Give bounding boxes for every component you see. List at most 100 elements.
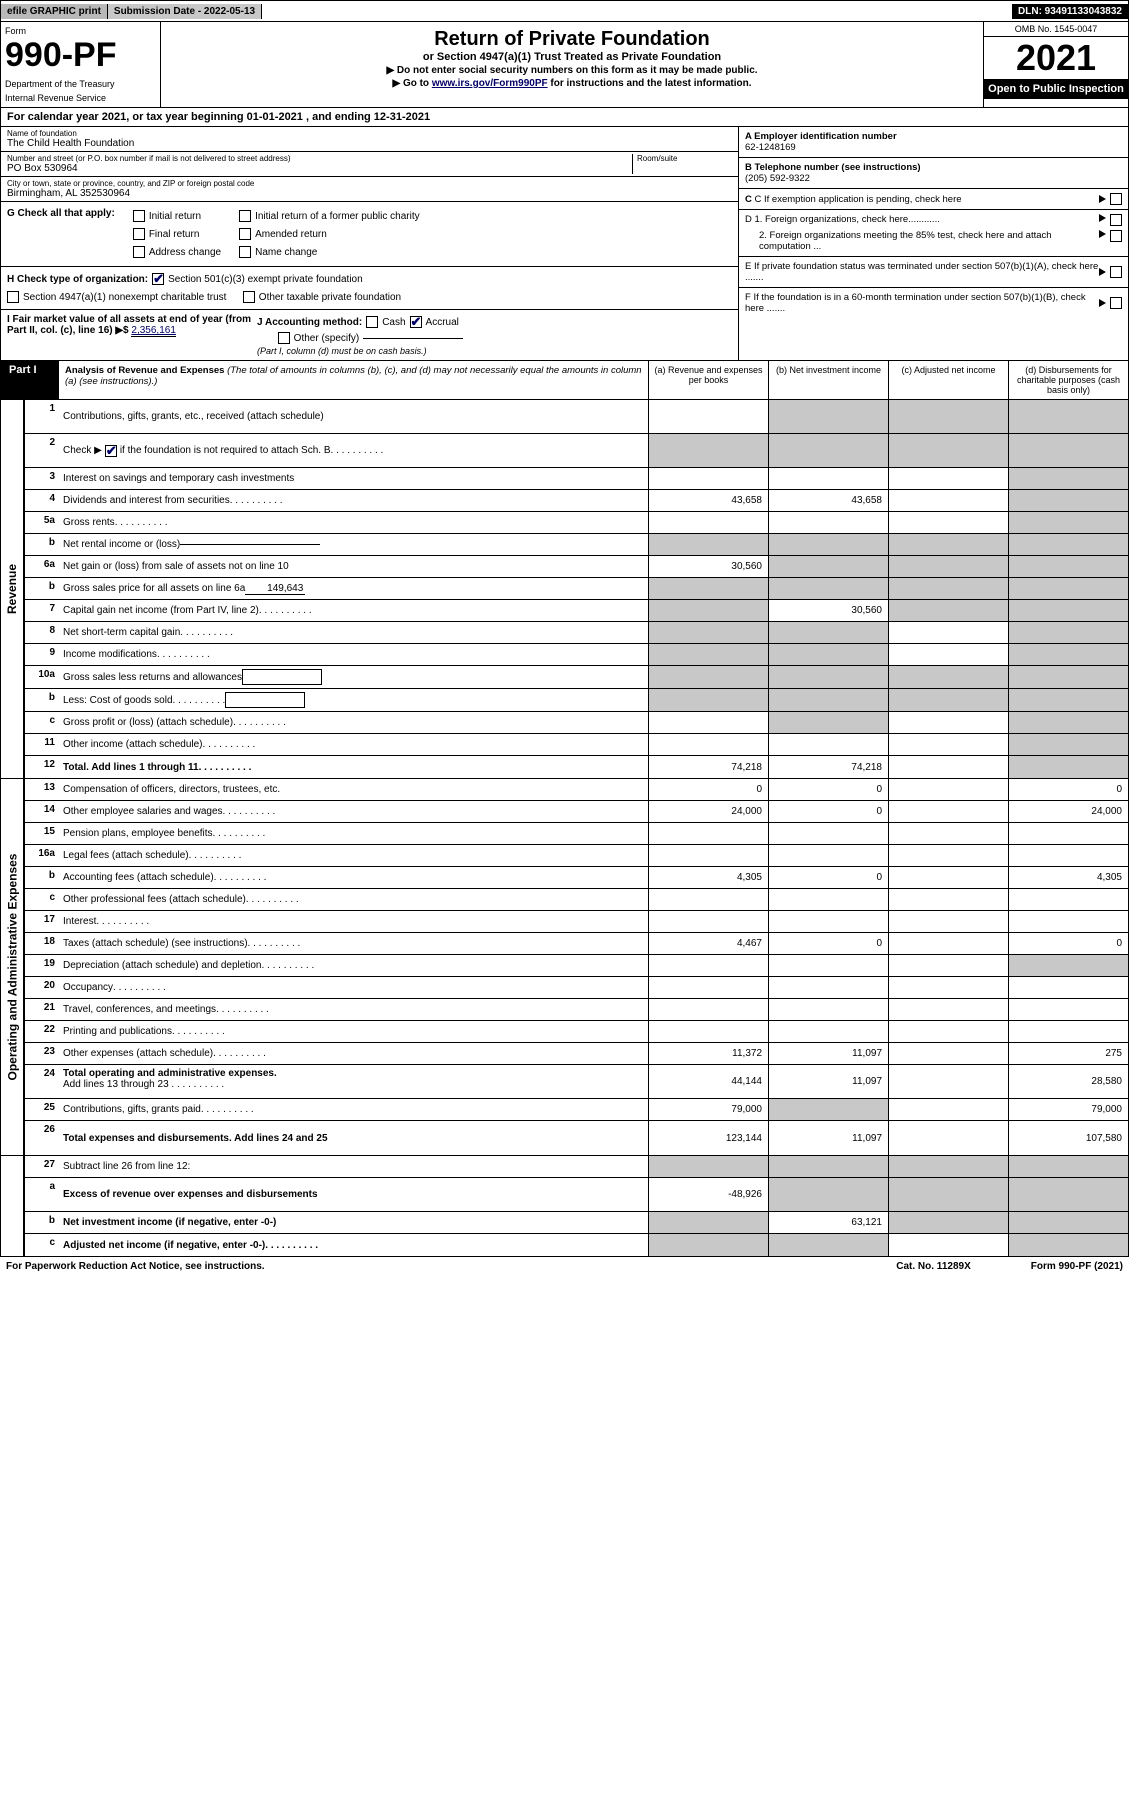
g-label: G Check all that apply: bbox=[7, 208, 115, 260]
g-addr: Address change bbox=[149, 247, 221, 258]
r20-desc: Occupancy bbox=[59, 977, 648, 998]
col-c-header: (c) Adjusted net income bbox=[888, 361, 1008, 399]
e-checkbox[interactable] bbox=[1110, 266, 1122, 278]
col-b-header: (b) Net investment income bbox=[768, 361, 888, 399]
j-cash-checkbox[interactable] bbox=[366, 316, 378, 328]
omb-number: OMB No. 1545-0047 bbox=[984, 22, 1128, 37]
g-amended: Amended return bbox=[255, 229, 327, 240]
r26b-val: 11,097 bbox=[768, 1121, 888, 1155]
r2-checkbox[interactable] bbox=[105, 445, 117, 457]
j-accrual: Accrual bbox=[426, 317, 459, 328]
city-label: City or town, state or province, country… bbox=[7, 179, 732, 188]
section-h: H Check type of organization: Section 50… bbox=[1, 267, 738, 310]
r24a-val: 44,144 bbox=[648, 1065, 768, 1098]
r23a-val: 11,372 bbox=[648, 1043, 768, 1064]
j-other-checkbox[interactable] bbox=[278, 332, 290, 344]
r6a-desc: Net gain or (loss) from sale of assets n… bbox=[59, 556, 648, 577]
r27-desc: Subtract line 26 from line 12: bbox=[59, 1156, 648, 1177]
i-label: I Fair market value of all assets at end… bbox=[7, 314, 251, 336]
box-a: A Employer identification number 62-1248… bbox=[739, 127, 1128, 158]
j-label: J Accounting method: bbox=[257, 317, 362, 328]
r23b-val: 11,097 bbox=[768, 1043, 888, 1064]
g-initial: Initial return bbox=[149, 211, 201, 222]
r25a-val: 79,000 bbox=[648, 1099, 768, 1120]
r6b-val: 149,643 bbox=[245, 583, 305, 595]
footer-left: For Paperwork Reduction Act Notice, see … bbox=[6, 1261, 896, 1272]
h-other: Other taxable private foundation bbox=[259, 292, 401, 303]
r10b-desc: Less: Cost of goods sold bbox=[59, 689, 648, 711]
info-left: Name of foundation The Child Health Foun… bbox=[1, 127, 738, 360]
r18b-val: 0 bbox=[768, 933, 888, 954]
r27c-desc: Adjusted net income (if negative, enter … bbox=[59, 1234, 648, 1256]
footer: For Paperwork Reduction Act Notice, see … bbox=[0, 1257, 1129, 1276]
d2-checkbox[interactable] bbox=[1110, 230, 1122, 242]
h-other-checkbox[interactable] bbox=[243, 291, 255, 303]
r4a-val: 43,658 bbox=[648, 490, 768, 511]
g-final-checkbox[interactable] bbox=[133, 228, 145, 240]
h-501c3-checkbox[interactable] bbox=[152, 273, 164, 285]
g-initial-checkbox[interactable] bbox=[133, 210, 145, 222]
instr-line-2: ▶ Go to www.irs.gov/Form990PF for instru… bbox=[167, 78, 977, 89]
r18-desc: Taxes (attach schedule) (see instruction… bbox=[59, 933, 648, 954]
r13d-val: 0 bbox=[1008, 779, 1128, 800]
g-former-checkbox[interactable] bbox=[239, 210, 251, 222]
blank-side bbox=[1, 1156, 25, 1256]
r13-desc: Compensation of officers, directors, tru… bbox=[59, 779, 648, 800]
d2-triangle-icon bbox=[1099, 230, 1106, 238]
r10c-desc: Gross profit or (loss) (attach schedule) bbox=[59, 712, 648, 733]
dept-treasury: Department of the Treasury bbox=[5, 79, 156, 89]
r7b-val: 30,560 bbox=[768, 600, 888, 621]
footer-right: Form 990-PF (2021) bbox=[1031, 1261, 1123, 1272]
instr-link[interactable]: www.irs.gov/Form990PF bbox=[432, 78, 548, 89]
form-subtitle: or Section 4947(a)(1) Trust Treated as P… bbox=[167, 51, 977, 63]
r24-desc: Total operating and administrative expen… bbox=[59, 1065, 648, 1098]
r27b-desc: Net investment income (if negative, ente… bbox=[59, 1212, 648, 1233]
g-former: Initial return of a former public charit… bbox=[255, 211, 420, 222]
city-cell: City or town, state or province, country… bbox=[1, 177, 738, 202]
expenses-section: Operating and Administrative Expenses 13… bbox=[0, 779, 1129, 1156]
box-b: B Telephone number (see instructions) (2… bbox=[739, 158, 1128, 189]
box-d: D 1. Foreign organizations, check here..… bbox=[739, 210, 1128, 257]
g-amended-checkbox[interactable] bbox=[239, 228, 251, 240]
g-addr-checkbox[interactable] bbox=[133, 246, 145, 258]
section-ij: I Fair market value of all assets at end… bbox=[1, 310, 738, 360]
part1-header-row: Part I Analysis of Revenue and Expenses … bbox=[0, 361, 1129, 400]
top-bar: efile GRAPHIC print Submission Date - 20… bbox=[0, 0, 1129, 22]
instr2-pre: ▶ Go to bbox=[392, 78, 431, 89]
form-label: Form bbox=[5, 26, 156, 36]
r8-desc: Net short-term capital gain bbox=[59, 622, 648, 643]
r5b-desc: Net rental income or (loss) bbox=[59, 534, 648, 555]
revenue-side-label: Revenue bbox=[1, 400, 25, 778]
r19-desc: Depreciation (attach schedule) and deple… bbox=[59, 955, 648, 976]
r11-desc: Other income (attach schedule) bbox=[59, 734, 648, 755]
addr-label: Number and street (or P.O. box number if… bbox=[7, 154, 632, 163]
instr-line-1: ▶ Do not enter social security numbers o… bbox=[167, 65, 977, 76]
r13a-val: 0 bbox=[648, 779, 768, 800]
d1-checkbox[interactable] bbox=[1110, 214, 1122, 226]
j-accrual-checkbox[interactable] bbox=[410, 316, 422, 328]
r18d-val: 0 bbox=[1008, 933, 1128, 954]
c-triangle-icon bbox=[1099, 195, 1106, 203]
f-checkbox[interactable] bbox=[1110, 297, 1122, 309]
e-label: E If private foundation status was termi… bbox=[745, 261, 1099, 283]
c-checkbox[interactable] bbox=[1110, 193, 1122, 205]
foundation-name: The Child Health Foundation bbox=[7, 138, 732, 149]
r2-desc: Check ▶ if the foundation is not require… bbox=[59, 434, 648, 467]
r16c-desc: Other professional fees (attach schedule… bbox=[59, 889, 648, 910]
g-final: Final return bbox=[149, 229, 200, 240]
submission-date: Submission Date - 2022-05-13 bbox=[108, 4, 262, 19]
dln-label: DLN: 93491133043832 bbox=[1012, 4, 1128, 19]
r25d-val: 79,000 bbox=[1008, 1099, 1128, 1120]
r17-desc: Interest bbox=[59, 911, 648, 932]
g-name-checkbox[interactable] bbox=[239, 246, 251, 258]
r6b-desc: Gross sales price for all assets on line… bbox=[59, 578, 648, 599]
header-left: Form 990-PF Department of the Treasury I… bbox=[1, 22, 161, 107]
r21-desc: Travel, conferences, and meetings bbox=[59, 999, 648, 1020]
header-right: OMB No. 1545-0047 2021 Open to Public In… bbox=[983, 22, 1128, 107]
part1-desc: Analysis of Revenue and Expenses (The to… bbox=[59, 361, 648, 399]
r14a-val: 24,000 bbox=[648, 801, 768, 822]
h-4947-checkbox[interactable] bbox=[7, 291, 19, 303]
r10a-desc: Gross sales less returns and allowances bbox=[59, 666, 648, 688]
addr-value: PO Box 530964 bbox=[7, 163, 632, 174]
r3-desc: Interest on savings and temporary cash i… bbox=[59, 468, 648, 489]
